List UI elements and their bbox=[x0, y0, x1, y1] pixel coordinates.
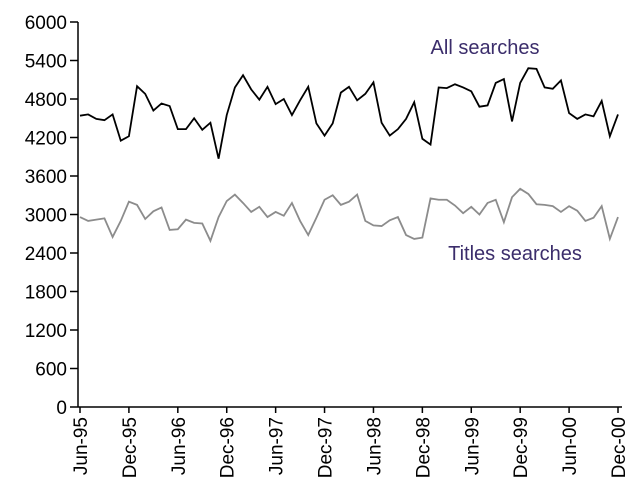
annotation: Titles searches bbox=[448, 243, 582, 265]
y-tick-label: 1800 bbox=[25, 283, 67, 304]
y-tick-label: 4200 bbox=[25, 129, 67, 150]
y-tick-label: 0 bbox=[56, 398, 67, 419]
y-tick-label: 4800 bbox=[25, 90, 67, 111]
x-tick-label: Jun-00 bbox=[560, 417, 581, 475]
series-line bbox=[79, 67, 619, 159]
x-tick-label: Dec-98 bbox=[413, 417, 434, 478]
x-tick-label: Dec-97 bbox=[316, 417, 337, 478]
x-tick-label: Jun-98 bbox=[364, 417, 385, 475]
y-tick-label: 6000 bbox=[25, 13, 67, 34]
x-tick-label: Dec-99 bbox=[511, 417, 532, 478]
x-tick-label: Jun-95 bbox=[71, 417, 92, 475]
x-tick-label: Dec-95 bbox=[120, 417, 141, 478]
x-tick-label: Jun-99 bbox=[462, 417, 483, 475]
x-tick-label: Dec-96 bbox=[218, 417, 239, 478]
x-tick-label: Dec-00 bbox=[609, 417, 630, 478]
y-tick-label: 600 bbox=[35, 360, 67, 381]
annotation: All searches bbox=[431, 37, 540, 59]
y-tick-label: 3600 bbox=[25, 167, 67, 188]
y-tick-label: 1200 bbox=[25, 321, 67, 342]
x-tick-label: Jun-96 bbox=[169, 417, 190, 475]
y-tick-label: 5400 bbox=[25, 52, 67, 73]
y-tick-label: 3000 bbox=[25, 206, 67, 227]
series-line bbox=[79, 187, 619, 244]
y-tick-label: 2400 bbox=[25, 244, 67, 265]
x-tick-label: Jun-97 bbox=[267, 417, 288, 475]
